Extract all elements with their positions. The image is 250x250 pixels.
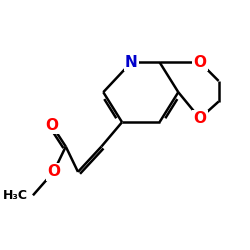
- Text: O: O: [193, 55, 206, 70]
- Text: H₃C: H₃C: [3, 189, 28, 202]
- Text: N: N: [125, 55, 138, 70]
- Text: O: O: [193, 111, 206, 126]
- Text: O: O: [45, 118, 58, 132]
- Text: O: O: [47, 164, 60, 180]
